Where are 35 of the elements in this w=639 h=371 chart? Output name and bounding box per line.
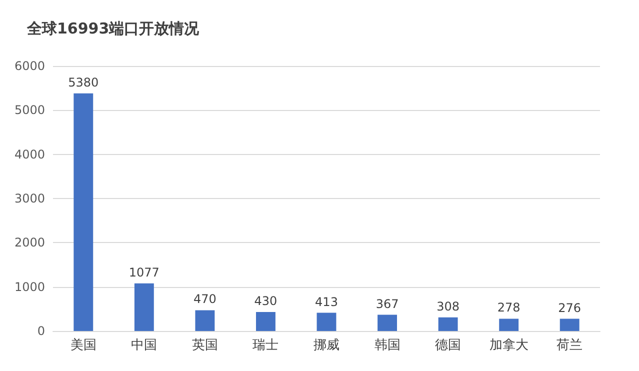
data-label: 278 [497,300,520,315]
data-label: 5380 [68,75,99,90]
y-tick-label: 6000 [14,59,45,73]
x-tick-label: 德国 [435,338,462,353]
bar [499,318,519,331]
x-tick-label: 荷兰 [556,338,583,353]
bar [560,318,580,331]
x-tick-label: 挪威 [314,338,340,353]
data-label: 276 [558,300,582,315]
x-tick-label: 韩国 [374,338,400,353]
y-tick-label: 4000 [14,147,45,162]
bar [256,312,276,331]
x-tick-label: 英国 [192,338,218,353]
x-tick-label: 美国 [70,337,96,353]
data-label: 430 [254,294,278,308]
bar [316,312,336,331]
x-tick-label: 瑞士 [252,338,279,353]
bar [438,317,458,331]
y-tick-label: 2000 [14,236,45,250]
bar [195,310,215,331]
data-label: 413 [315,294,338,309]
chart-title: 全球16993端口开放情况 [26,20,200,38]
y-tick-label: 3000 [14,192,45,206]
data-label: 308 [436,299,460,314]
data-label: 1077 [128,265,160,280]
x-tick-label: 加拿大 [489,338,528,353]
bar [378,314,397,331]
y-tick-label: 0 [37,324,45,338]
x-tick-label: 中国 [131,338,158,353]
y-tick-label: 1000 [14,280,45,294]
bar [74,93,94,331]
y-tick-label: 5000 [14,103,45,118]
data-label: 470 [193,292,216,306]
data-label: 367 [376,296,399,311]
bar [134,283,154,331]
